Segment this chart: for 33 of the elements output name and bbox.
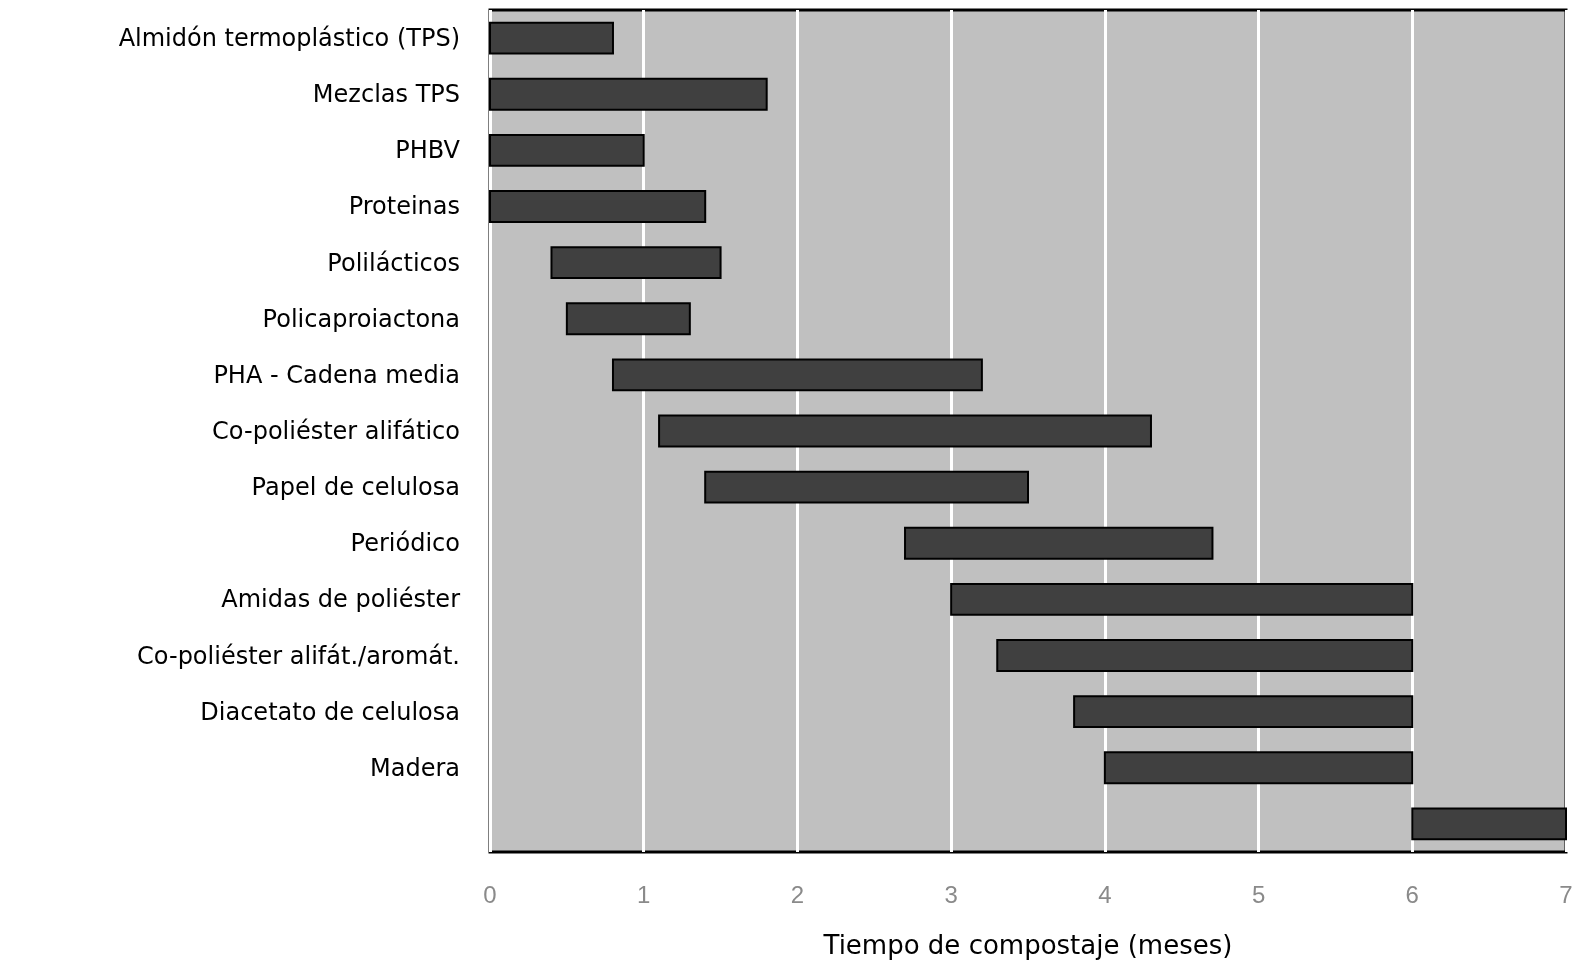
bar bbox=[611, 358, 983, 392]
bar bbox=[550, 246, 722, 280]
bar bbox=[1073, 695, 1414, 729]
y-tick-label: Almidón termoplástico (TPS) bbox=[118, 24, 460, 53]
x-axis-title: Tiempo de compostaje (meses) bbox=[822, 930, 1233, 960]
y-tick-label: Co-poliéster alifát./aromát. bbox=[137, 641, 460, 670]
bar bbox=[996, 639, 1414, 672]
bar bbox=[950, 582, 1414, 616]
y-tick-label: Mezclas TPS bbox=[312, 80, 460, 109]
y-tick-label: Papel de celulosa bbox=[251, 473, 460, 502]
y-tick-label: Co-poliéster alifático bbox=[212, 417, 460, 445]
y-tick-label: Madera bbox=[370, 753, 460, 782]
y-tick-label: Policaproiactona bbox=[262, 304, 460, 333]
bar bbox=[704, 470, 1029, 504]
y-tick-label: Proteinas bbox=[348, 192, 460, 221]
bar bbox=[904, 526, 1214, 560]
y-tick-label: Amidas de poliéster bbox=[221, 585, 461, 614]
y-tick-label: PHBV bbox=[395, 136, 461, 165]
bar bbox=[565, 302, 691, 336]
y-tick-label: Periódico bbox=[350, 529, 460, 558]
x-tick-label: 5 bbox=[1251, 880, 1266, 908]
bar bbox=[658, 414, 1152, 448]
x-tick-label: 4 bbox=[1098, 880, 1112, 908]
y-tick-label: Diacetato de celulosa bbox=[200, 697, 460, 726]
x-tick-label: 2 bbox=[790, 880, 805, 908]
x-tick-label: 3 bbox=[944, 880, 958, 908]
x-tick-label: 7 bbox=[1559, 880, 1573, 908]
y-tick-label: PHA - Cadena media bbox=[213, 360, 460, 389]
x-tick-label: 0 bbox=[483, 880, 497, 908]
x-tick-label: 6 bbox=[1405, 880, 1419, 908]
x-tick-label: 1 bbox=[637, 880, 651, 908]
y-tick-label: Polilácticos bbox=[327, 248, 460, 277]
bar bbox=[1103, 751, 1414, 785]
